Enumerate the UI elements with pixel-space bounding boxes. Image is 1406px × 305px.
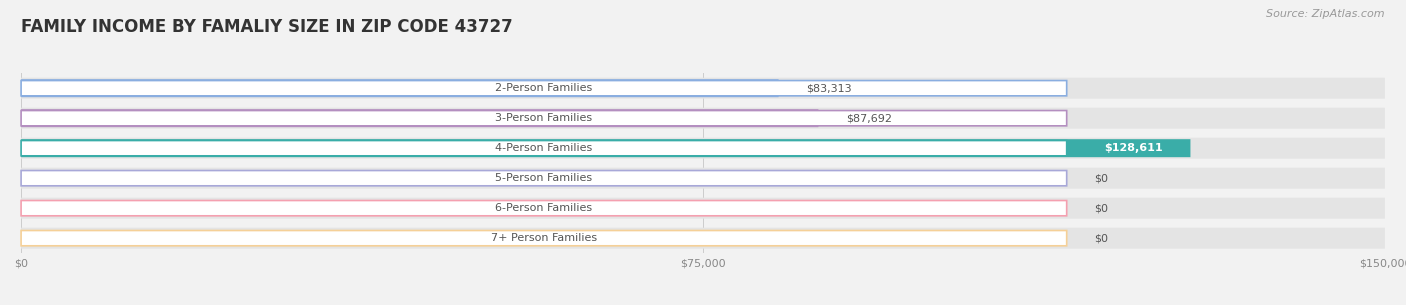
Text: FAMILY INCOME BY FAMALIY SIZE IN ZIP CODE 43727: FAMILY INCOME BY FAMALIY SIZE IN ZIP COD… — [21, 18, 513, 36]
Text: $83,313: $83,313 — [806, 83, 852, 93]
FancyBboxPatch shape — [21, 138, 1385, 159]
FancyBboxPatch shape — [21, 78, 1385, 99]
FancyBboxPatch shape — [21, 109, 818, 127]
Text: $128,611: $128,611 — [1105, 143, 1163, 153]
FancyBboxPatch shape — [21, 108, 1385, 129]
FancyBboxPatch shape — [21, 228, 1385, 249]
Text: $0: $0 — [1094, 203, 1108, 213]
Text: 4-Person Families: 4-Person Families — [495, 143, 592, 153]
Text: $87,692: $87,692 — [845, 113, 891, 123]
Text: 3-Person Families: 3-Person Families — [495, 113, 592, 123]
Text: 2-Person Families: 2-Person Families — [495, 83, 592, 93]
FancyBboxPatch shape — [21, 79, 779, 97]
FancyBboxPatch shape — [21, 81, 1067, 96]
FancyBboxPatch shape — [21, 141, 1067, 156]
Text: 5-Person Families: 5-Person Families — [495, 173, 592, 183]
FancyBboxPatch shape — [21, 198, 1385, 219]
FancyBboxPatch shape — [21, 170, 1067, 186]
Text: Source: ZipAtlas.com: Source: ZipAtlas.com — [1267, 9, 1385, 19]
FancyBboxPatch shape — [21, 231, 1067, 246]
FancyBboxPatch shape — [21, 168, 1385, 189]
FancyBboxPatch shape — [21, 200, 1067, 216]
Text: $0: $0 — [1094, 173, 1108, 183]
Text: 7+ Person Families: 7+ Person Families — [491, 233, 598, 243]
Text: $0: $0 — [1094, 233, 1108, 243]
Text: 6-Person Families: 6-Person Families — [495, 203, 592, 213]
FancyBboxPatch shape — [21, 110, 1067, 126]
FancyBboxPatch shape — [21, 139, 1191, 157]
